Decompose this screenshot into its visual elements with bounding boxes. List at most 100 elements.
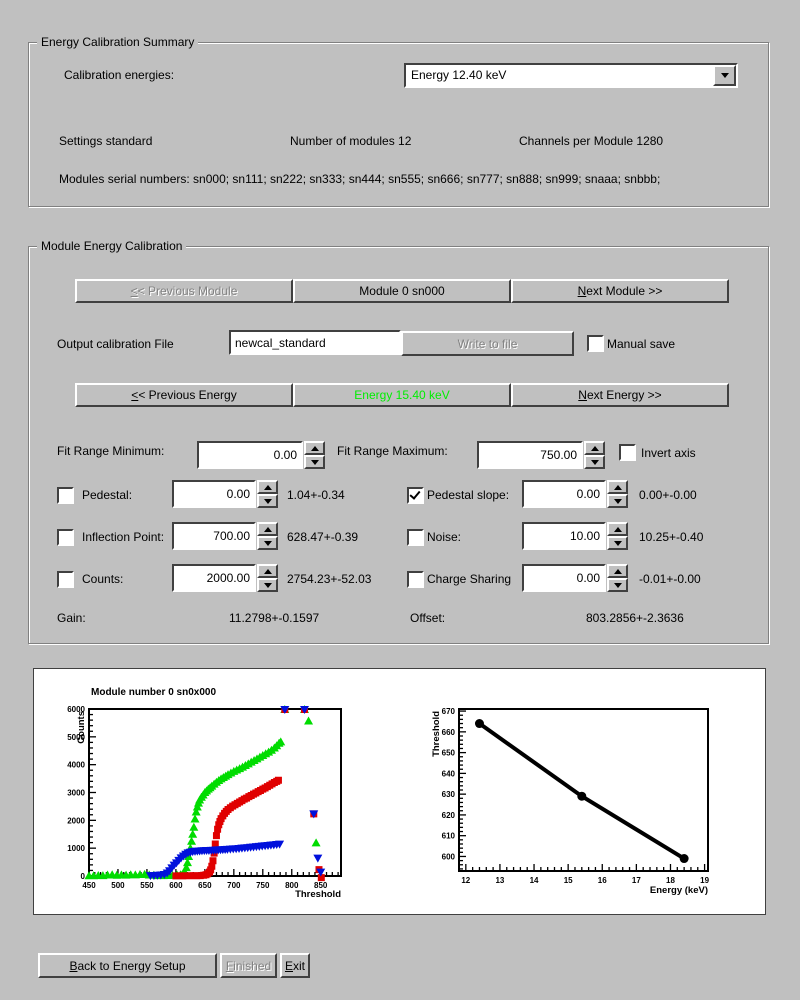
noise-spinbox[interactable]: 10.00 <box>522 522 628 550</box>
spin-up-button[interactable] <box>584 441 605 455</box>
fit-range-max-label: Fit Range Maximum: <box>337 444 448 458</box>
spin-down-button[interactable] <box>304 455 325 469</box>
svg-text:600: 600 <box>169 881 183 890</box>
arrow-down-icon <box>263 498 272 504</box>
pedestal-slope-spinbox[interactable]: 0.00 <box>522 480 628 508</box>
current-module-button[interactable]: Module 0 sn000 <box>293 279 511 303</box>
pedestal-slope-checkbox[interactable] <box>407 487 424 504</box>
counts-value[interactable]: 2000.00 <box>172 564 256 592</box>
spin-up-button[interactable] <box>257 564 278 578</box>
svg-text:Energy (keV): Energy (keV) <box>650 885 708 896</box>
arrow-up-icon <box>613 484 622 490</box>
pedestal-checkbox[interactable] <box>57 487 74 504</box>
inflection-label: Inflection Point: <box>82 530 165 544</box>
charge-sharing-spinbox[interactable]: 0.00 <box>522 564 628 592</box>
gain-value: 11.2798+-0.1597 <box>229 611 320 625</box>
noise-value[interactable]: 10.00 <box>522 522 606 550</box>
spin-up-button[interactable] <box>304 441 325 455</box>
combo-dropdown-button[interactable] <box>713 65 736 86</box>
module-group-title: Module Energy Calibration <box>37 239 187 253</box>
num-modules-label: Number of modules 12 <box>290 134 412 148</box>
svg-text:13: 13 <box>495 876 504 885</box>
invert-axis-checkbox[interactable] <box>619 444 636 461</box>
svg-text:610: 610 <box>442 832 456 841</box>
spin-down-button[interactable] <box>257 494 278 508</box>
svg-text:14: 14 <box>530 876 539 885</box>
output-file-input[interactable] <box>229 330 401 355</box>
fit-range-max-value[interactable]: 750.00 <box>477 441 583 469</box>
charge-sharing-checkbox[interactable] <box>407 571 424 588</box>
spin-up-button[interactable] <box>607 564 628 578</box>
current-energy-button[interactable]: Energy 15.40 keV <box>293 383 511 407</box>
arrow-down-icon <box>263 540 272 546</box>
calibration-energies-label: Calibration energies: <box>64 68 175 82</box>
svg-text:19: 19 <box>700 876 709 885</box>
summary-group-title: Energy Calibration Summary <box>37 35 199 49</box>
svg-text:16: 16 <box>598 876 607 885</box>
noise-checkbox[interactable] <box>407 529 424 546</box>
svg-text:5000: 5000 <box>67 733 85 742</box>
svg-text:Threshold: Threshold <box>431 711 442 757</box>
pedestal-slope-result: 0.00+-0.00 <box>639 488 697 502</box>
counts-label: Counts: <box>82 572 124 586</box>
arrow-up-icon <box>613 568 622 574</box>
pedestal-spinbox[interactable]: 0.00 <box>172 480 278 508</box>
fit-range-max-spinbox[interactable]: 750.00 <box>477 441 605 469</box>
energy-combo-value: Energy 12.40 keV <box>411 68 507 82</box>
module-energy-calibration-group: Module Energy Calibration < < Previous Mo… <box>28 239 769 644</box>
energy-combo[interactable]: Energy 12.40 keV <box>404 63 738 88</box>
previous-module-button[interactable]: < < Previous Module <box>75 279 293 303</box>
fit-range-min-value[interactable]: 0.00 <box>197 441 303 469</box>
spin-down-button[interactable] <box>607 578 628 592</box>
arrow-up-icon <box>310 445 319 451</box>
svg-text:450: 450 <box>82 881 96 890</box>
counts-spinbox[interactable]: 2000.00 <box>172 564 278 592</box>
previous-energy-button[interactable]: < < Previous Energy <box>75 383 293 407</box>
spin-down-button[interactable] <box>584 455 605 469</box>
svg-text:3000: 3000 <box>67 789 85 798</box>
svg-text:660: 660 <box>442 728 456 737</box>
manual-save-checkbox[interactable] <box>587 335 604 352</box>
inflection-checkbox[interactable] <box>57 529 74 546</box>
spin-up-button[interactable] <box>257 522 278 536</box>
svg-text:0: 0 <box>81 872 86 881</box>
noise-result: 10.25+-0.40 <box>639 530 704 544</box>
svg-text:670: 670 <box>442 707 456 716</box>
pedestal-slope-value[interactable]: 0.00 <box>522 480 606 508</box>
svg-text:500: 500 <box>111 881 125 890</box>
pedestal-value[interactable]: 0.00 <box>172 480 256 508</box>
svg-text:620: 620 <box>442 811 456 820</box>
spin-up-button[interactable] <box>607 522 628 536</box>
arrow-down-icon <box>613 582 622 588</box>
plot-panel: 450 500 550 600 650 700 750 800 850 0 1000 2000 3000… <box>33 668 766 915</box>
inflection-spinbox[interactable]: 700.00 <box>172 522 278 550</box>
counts-checkbox[interactable] <box>57 571 74 588</box>
chevron-down-icon <box>720 73 729 78</box>
arrow-up-icon <box>613 526 622 532</box>
spin-down-button[interactable] <box>257 536 278 550</box>
svg-text:15: 15 <box>564 876 573 885</box>
write-to-file-button[interactable]: Write to file <box>401 331 574 356</box>
charge-sharing-value[interactable]: 0.00 <box>522 564 606 592</box>
spin-down-button[interactable] <box>607 536 628 550</box>
svg-text:Threshold: Threshold <box>295 889 341 900</box>
spin-down-button[interactable] <box>607 494 628 508</box>
svg-text:650: 650 <box>198 881 212 890</box>
svg-text:6000: 6000 <box>67 705 85 714</box>
spin-up-button[interactable] <box>257 480 278 494</box>
inflection-value[interactable]: 700.00 <box>172 522 256 550</box>
spin-up-button[interactable] <box>607 480 628 494</box>
spin-down-button[interactable] <box>257 578 278 592</box>
arrow-down-icon <box>310 459 319 465</box>
arrow-down-icon <box>613 540 622 546</box>
fit-range-min-spinbox[interactable]: 0.00 <box>197 441 325 469</box>
svg-text:650: 650 <box>442 749 456 758</box>
svg-text:630: 630 <box>442 790 456 799</box>
svg-text:550: 550 <box>140 881 154 890</box>
arrow-up-icon <box>263 484 272 490</box>
